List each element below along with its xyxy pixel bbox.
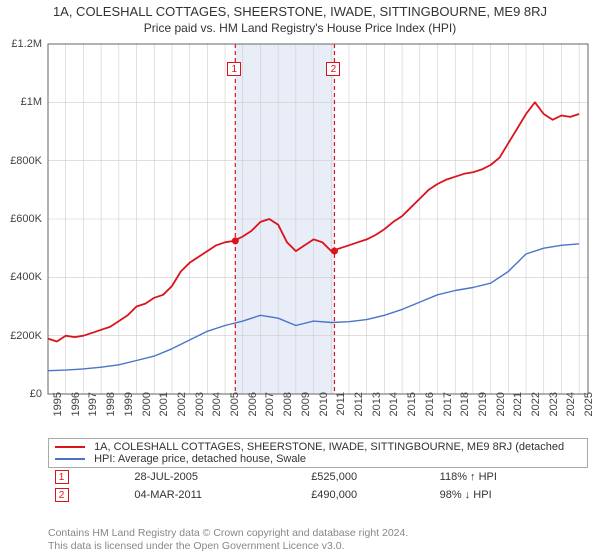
legend-row-property: 1A, COLESHALL COTTAGES, SHEERSTONE, IWAD… xyxy=(55,441,581,453)
legend-box: 1A, COLESHALL COTTAGES, SHEERSTONE, IWAD… xyxy=(49,439,588,468)
x-tick-label: 2006 xyxy=(247,392,259,432)
x-tick-label: 2005 xyxy=(229,392,241,432)
x-tick-label: 2008 xyxy=(282,392,294,432)
chart-area: £0£200K£400K£600K£800K£1M£1.2M1995199619… xyxy=(48,44,588,394)
x-tick-label: 2001 xyxy=(158,392,170,432)
y-tick-label: £800K xyxy=(10,155,42,167)
chart-title: 1A, COLESHALL COTTAGES, SHEERSTONE, IWAD… xyxy=(0,4,600,19)
x-tick-label: 1998 xyxy=(105,392,117,432)
y-tick-label: £400K xyxy=(10,271,42,283)
transaction-marker: 2 xyxy=(55,488,69,502)
transaction-price: £525,000 xyxy=(305,468,433,487)
x-tick-label: 2017 xyxy=(442,392,454,432)
x-tick-label: 2007 xyxy=(264,392,276,432)
x-tick-label: 2012 xyxy=(353,392,365,432)
x-tick-label: 2000 xyxy=(141,392,153,432)
x-tick-label: 2018 xyxy=(459,392,471,432)
x-tick-label: 1996 xyxy=(70,392,82,432)
x-tick-label: 2010 xyxy=(318,392,330,432)
x-tick-label: 2019 xyxy=(477,392,489,432)
legend-table: 1A, COLESHALL COTTAGES, SHEERSTONE, IWAD… xyxy=(48,438,588,504)
x-tick-label: 1995 xyxy=(52,392,64,432)
chart-container: 1A, COLESHALL COTTAGES, SHEERSTONE, IWAD… xyxy=(0,0,600,560)
x-tick-label: 2021 xyxy=(512,392,524,432)
footer-line1: Contains HM Land Registry data © Crown c… xyxy=(48,527,408,541)
event-marker: 1 xyxy=(227,62,241,76)
transaction-row: 2 04-MAR-2011 £490,000 98% ↓ HPI xyxy=(49,486,588,504)
event-marker: 2 xyxy=(326,62,340,76)
x-tick-label: 2011 xyxy=(335,392,347,432)
x-tick-label: 2009 xyxy=(300,392,312,432)
transaction-price: £490,000 xyxy=(305,486,433,504)
transaction-row: 1 28-JUL-2005 £525,000 118% ↑ HPI xyxy=(49,468,588,487)
y-tick-label: £200K xyxy=(10,330,42,342)
y-tick-label: £1.2M xyxy=(11,38,42,50)
x-tick-label: 2022 xyxy=(530,392,542,432)
x-tick-label: 2002 xyxy=(176,392,188,432)
x-tick-label: 2023 xyxy=(548,392,560,432)
y-tick-label: £0 xyxy=(30,388,42,400)
y-tick-label: £1M xyxy=(21,96,42,108)
legend-swatch-property xyxy=(55,446,85,448)
transaction-date: 04-MAR-2011 xyxy=(128,486,305,504)
chart-svg xyxy=(48,44,588,394)
y-tick-label: £600K xyxy=(10,213,42,225)
legend-row-hpi: HPI: Average price, detached house, Swal… xyxy=(55,453,581,465)
x-tick-label: 1997 xyxy=(87,392,99,432)
transaction-date: 28-JUL-2005 xyxy=(128,468,305,487)
title-block: 1A, COLESHALL COTTAGES, SHEERSTONE, IWAD… xyxy=(0,0,600,37)
x-tick-label: 2014 xyxy=(388,392,400,432)
transaction-marker: 1 xyxy=(55,470,69,484)
chart-subtitle: Price paid vs. HM Land Registry's House … xyxy=(0,21,600,35)
x-tick-label: 2013 xyxy=(371,392,383,432)
x-tick-label: 2020 xyxy=(495,392,507,432)
x-tick-label: 2024 xyxy=(565,392,577,432)
legend-label-property: 1A, COLESHALL COTTAGES, SHEERSTONE, IWAD… xyxy=(94,441,564,453)
x-tick-label: 2025 xyxy=(583,392,595,432)
footer: Contains HM Land Registry data © Crown c… xyxy=(48,527,408,554)
legend-label-hpi: HPI: Average price, detached house, Swal… xyxy=(94,453,306,465)
x-tick-label: 2004 xyxy=(211,392,223,432)
x-tick-label: 1999 xyxy=(123,392,135,432)
legend-swatch-hpi xyxy=(55,458,85,460)
x-tick-label: 2015 xyxy=(406,392,418,432)
transaction-vs-hpi: 118% ↑ HPI xyxy=(434,468,588,487)
x-tick-label: 2016 xyxy=(424,392,436,432)
transaction-vs-hpi: 98% ↓ HPI xyxy=(434,486,588,504)
footer-line2: This data is licensed under the Open Gov… xyxy=(48,540,408,554)
x-tick-label: 2003 xyxy=(194,392,206,432)
